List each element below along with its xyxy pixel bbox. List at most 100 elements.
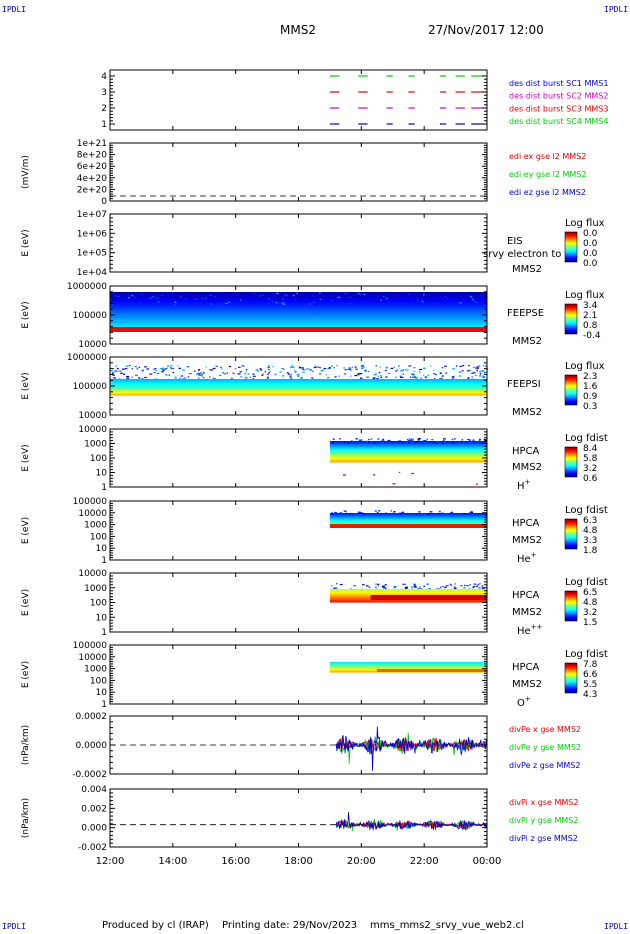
spectrogram-cell — [110, 297, 112, 300]
spectrogram-cell — [281, 367, 284, 370]
spectrogram-cell — [249, 376, 252, 378]
spectrogram-cell — [327, 368, 330, 370]
spectrogram-cell — [471, 512, 474, 514]
spectrogram-cell — [342, 441, 346, 443]
spectrogram-cell — [476, 483, 478, 485]
spectrogram-cell — [112, 371, 115, 374]
spectrogram-cell — [268, 298, 271, 300]
instrument-label: HPCA — [512, 590, 540, 601]
x-tick-label: 12:00 — [96, 856, 125, 867]
instrument-label: HPCA — [512, 662, 540, 673]
spectrogram-cell — [319, 292, 321, 294]
spectrogram-cell — [267, 366, 271, 369]
spectrogram-cell — [391, 440, 393, 443]
x-tick-label: 20:00 — [347, 856, 376, 867]
species-label: He+ — [517, 551, 537, 565]
y-tick-label: 8e+20 — [77, 151, 108, 161]
spectrogram-cell — [393, 587, 396, 589]
spectrogram-cell — [210, 303, 212, 305]
spectrogram-cell — [172, 371, 175, 374]
spectrogram-cell — [210, 369, 214, 371]
instrument-label: FEEPSE — [507, 308, 544, 319]
spectrogram-cell — [354, 366, 357, 368]
spectrogram-cell — [311, 370, 315, 372]
spectrogram-cell — [312, 301, 316, 304]
spectrogram-cell — [404, 586, 408, 589]
spectrogram-cell — [422, 294, 425, 296]
spectrogram-cell — [173, 292, 176, 294]
spectrogram-cell — [185, 298, 188, 300]
colorbar-tick-label: 5.8 — [583, 454, 598, 464]
spectrogram-cell — [445, 372, 448, 374]
spectrogram-cell — [201, 298, 204, 300]
spectrogram-cell — [300, 377, 303, 379]
spectrogram-cell — [245, 369, 248, 371]
spectrogram-cell — [413, 367, 416, 369]
spectrogram-cell — [454, 438, 456, 440]
spectrogram-cell — [294, 298, 297, 300]
spectrogram-cell — [409, 439, 412, 441]
spectrogram-cell — [370, 438, 373, 440]
spectrogram-cell — [396, 369, 398, 371]
spectrogram-cell — [110, 379, 487, 381]
spectrogram-cell — [440, 377, 443, 379]
y-tick-label: 10000 — [78, 653, 107, 663]
spectrogram-cell — [336, 365, 338, 367]
colorbar-title: Log flux — [565, 290, 605, 301]
spectrogram-cell — [479, 373, 482, 375]
spectrogram-cell — [474, 374, 477, 377]
spectrogram-cell — [329, 589, 487, 591]
spectrogram-cell — [353, 585, 356, 587]
spectrogram-cell — [416, 441, 419, 443]
spectrogram-cell — [198, 374, 202, 376]
spectrogram-cell — [329, 665, 487, 667]
spectrogram-cell — [290, 366, 293, 368]
corner-label-top-left: IPDLI — [2, 5, 27, 14]
spectrogram-cell — [169, 365, 173, 367]
x-tick-label: 14:00 — [158, 856, 187, 867]
spectrogram-cell — [340, 296, 342, 298]
spectrogram-cell — [275, 302, 278, 304]
spectrogram-cell — [385, 512, 387, 514]
spectrogram-cell — [405, 369, 407, 371]
spectrogram-cell — [377, 375, 379, 377]
spectrogram-cell — [384, 584, 387, 586]
spectrogram-cell — [110, 292, 487, 296]
spectrogram-cell — [155, 369, 158, 372]
y-axis-label: E (eV) — [21, 517, 31, 544]
spectrogram-cell — [452, 377, 455, 379]
spectrogram-cell — [424, 440, 428, 442]
spectrogram-cell — [381, 439, 385, 441]
spectrogram-cell — [302, 368, 304, 371]
corner-label-bottom-left: IPDLI — [2, 922, 27, 931]
spectrogram-cell — [419, 368, 423, 371]
spectrogram-cell — [404, 587, 408, 589]
spectrogram-cell — [386, 297, 388, 300]
spectrogram-cell — [482, 376, 486, 379]
spectrogram-cell — [329, 664, 487, 667]
spectrogram-cell — [442, 367, 444, 369]
spectrogram-cell — [423, 367, 427, 369]
spectrogram-cell — [400, 370, 403, 372]
spectrogram-cell — [355, 438, 358, 440]
spectrogram-cell — [404, 300, 406, 302]
spectrogram-cell — [110, 386, 487, 388]
spectrogram-cell — [117, 295, 120, 297]
spectrogram-cell — [334, 511, 336, 514]
y-axis-label: E (eV) — [21, 372, 31, 399]
spectrogram-cell — [112, 377, 116, 379]
spectrogram-cell — [297, 375, 300, 377]
spectrogram-cell — [398, 471, 401, 474]
spectrogram-cell — [345, 293, 348, 295]
spectrogram-cell — [363, 293, 366, 296]
spectrogram-cell — [348, 296, 352, 298]
footer-produced-by: Produced by cl (IRAP) — [102, 920, 209, 931]
spectrogram-cell — [408, 439, 411, 442]
spectrogram-cell — [401, 442, 403, 444]
spacecraft-label: MMS2 — [512, 336, 542, 347]
spectrogram-cell — [115, 365, 118, 367]
spectrogram-cell — [360, 367, 364, 369]
spectrogram-cell — [110, 327, 487, 332]
spectrogram-cell — [152, 295, 154, 298]
